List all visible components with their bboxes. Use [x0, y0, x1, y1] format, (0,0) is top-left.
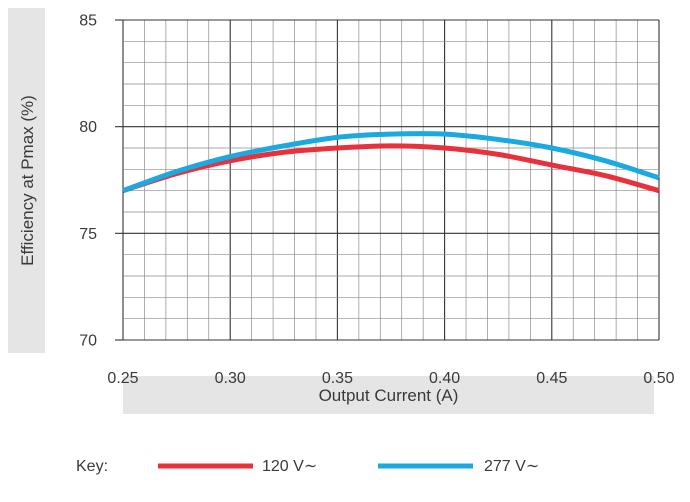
- series-line-277v: [122, 131, 660, 194]
- x-tick-label: 0.45: [536, 370, 567, 387]
- y-axis-label-band: [8, 8, 45, 353]
- y-tick-label: 75: [79, 226, 97, 243]
- tick-labels: 0.25 0.30 0.35 0.40 0.45 0.50 70 75 80 85: [79, 13, 674, 388]
- legend-title: Key:: [76, 458, 108, 475]
- y-tick-label: 85: [79, 13, 97, 30]
- series-lines: [122, 131, 660, 194]
- x-axis-label-band: [123, 376, 654, 414]
- grid: [115, 19, 660, 341]
- x-tick-label: 0.30: [215, 370, 246, 387]
- y-axis-label: Efficiency at Pmax (%): [18, 95, 37, 266]
- series-line-120v: [122, 143, 660, 194]
- legend: Key: 120 V∼ 277 V∼: [76, 458, 539, 475]
- y-tick-label: 80: [79, 119, 97, 136]
- legend-label-120v: 120 V∼: [262, 458, 317, 475]
- x-tick-label: 0.50: [643, 370, 674, 387]
- x-axis-label: Output Current (A): [319, 386, 459, 405]
- legend-label-277v: 277 V∼: [484, 458, 539, 475]
- y-tick-label: 70: [79, 333, 97, 350]
- x-tick-label: 0.40: [429, 370, 460, 387]
- x-tick-label: 0.35: [322, 370, 353, 387]
- x-tick-label: 0.25: [107, 370, 138, 387]
